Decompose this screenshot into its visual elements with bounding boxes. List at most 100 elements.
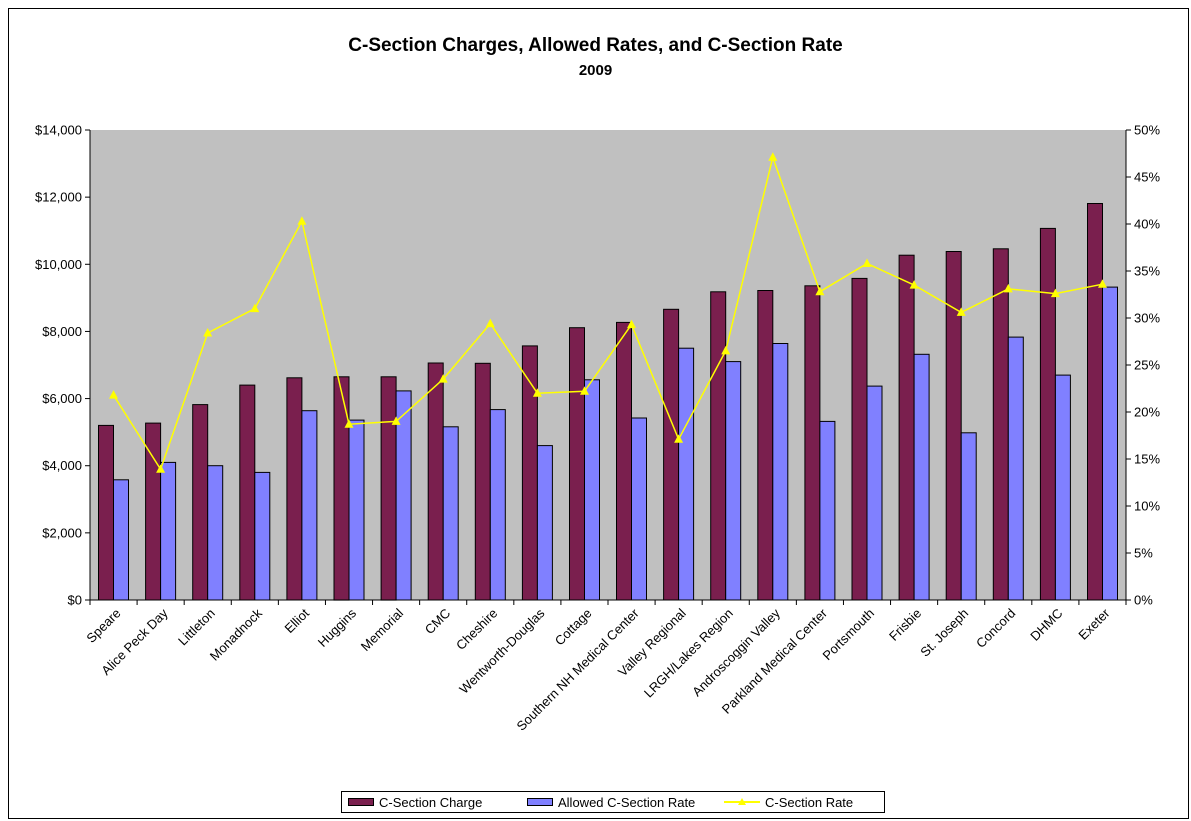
x-tick-label: Frisbie [886, 606, 924, 644]
x-tick-label: Portsmouth [820, 606, 878, 664]
rate-point [532, 388, 542, 397]
y-left-tick-label: $8,000 [42, 324, 82, 339]
x-tick-label: Cottage [552, 606, 595, 649]
bar-charge [380, 376, 397, 601]
bar-allowed [1007, 336, 1024, 601]
bar-allowed [678, 347, 695, 601]
x-tick-label: LRGH/Lakes Region [641, 606, 736, 701]
chart-subtitle: 2009 [578, 62, 613, 79]
x-tick-label: DHMC [1027, 606, 1065, 644]
y-right-tick-label: 45% [1134, 170, 1160, 185]
bar-allowed [772, 343, 789, 601]
bar-allowed [913, 353, 930, 601]
rate-point [674, 434, 684, 443]
y-left-tick-label: $4,000 [42, 458, 82, 473]
x-tick-label: Elliot [281, 605, 312, 636]
rate-point [297, 216, 307, 225]
legend-item-allowed: Allowed C-Section Rate [527, 792, 695, 812]
y-right-tick-label: 15% [1134, 452, 1160, 467]
y-left-tick-label: $0 [68, 593, 82, 608]
bar-charge [192, 404, 209, 601]
legend-item-rate: C-Section Rate [724, 792, 853, 812]
x-tick-label: Cheshire [453, 606, 500, 653]
rate-point [1098, 279, 1107, 288]
y-right-tick-label: 5% [1134, 546, 1153, 561]
x-tick-label: Speare [83, 606, 123, 646]
y-right-tick-label: 0% [1134, 593, 1153, 608]
bar-charge [945, 251, 962, 601]
rate-point [627, 319, 636, 329]
bar-charge [663, 308, 680, 601]
legend-label-rate: C-Section Rate [765, 794, 854, 810]
legend-label-charge: C-Section Charge [379, 794, 483, 810]
rate-point [250, 303, 260, 313]
legend: C-Section Charge Allowed C-Section Rate … [341, 791, 885, 813]
bar-charge [333, 376, 350, 601]
x-tick-label: Concord [973, 606, 1018, 651]
rate-point [344, 419, 354, 428]
bar-charge [710, 291, 727, 601]
bar-allowed [819, 420, 836, 601]
rate-point [768, 152, 778, 161]
rate-point [909, 280, 919, 289]
legend-item-charge: C-Section Charge [348, 792, 482, 812]
rate-point [109, 390, 118, 399]
x-tick-label: Huggins [315, 605, 360, 650]
rate-point [580, 386, 589, 395]
y-left-tick-label: $6,000 [42, 391, 82, 406]
legend-label-allowed: Allowed C-Section Rate [558, 794, 696, 810]
bar-allowed [207, 465, 224, 601]
rate-point [815, 286, 825, 296]
y-left-tick-label: $2,000 [42, 525, 82, 540]
y-right-tick-label: 30% [1134, 311, 1160, 326]
bar-allowed [348, 419, 365, 601]
y-right-tick-label: 40% [1134, 217, 1160, 232]
bar-charge [98, 424, 114, 601]
bar-allowed [1054, 374, 1071, 601]
bar-charge [898, 254, 915, 601]
bar-allowed [631, 417, 647, 601]
bar-allowed [960, 432, 977, 601]
bar-charge [804, 285, 821, 601]
rate-point [1050, 288, 1060, 298]
bar-allowed [725, 361, 742, 601]
rate-line [112, 154, 1103, 472]
bar-charge [992, 248, 1009, 601]
bar-charge [851, 277, 868, 601]
x-tick-label: Littleton [175, 606, 218, 649]
x-tick-label: CMC [422, 606, 454, 638]
bar-charge [1039, 227, 1056, 601]
bar-allowed [489, 409, 506, 601]
rate-point [391, 416, 401, 425]
bar-allowed [584, 379, 600, 601]
bar-charge [427, 362, 444, 601]
rate-point [721, 345, 731, 355]
bar-charge [521, 345, 538, 601]
y-left-tick-label: $12,000 [35, 190, 82, 205]
legend-swatch-allowed [527, 798, 553, 806]
y-left-tick-label: $14,000 [35, 123, 82, 138]
rate-point [485, 318, 495, 328]
y-right-tick-label: 35% [1134, 264, 1160, 279]
x-tick-label: Memorial [358, 605, 406, 653]
x-tick-label: St. Joseph [917, 606, 971, 660]
rate-point [862, 258, 872, 267]
rate-point [156, 464, 166, 473]
bar-allowed [1102, 286, 1118, 601]
chart-title: C-Section Charges, Allowed Rates, and C-… [348, 35, 843, 56]
bar-allowed [866, 385, 883, 601]
y-right-tick-label: 50% [1134, 123, 1160, 138]
bar-allowed [301, 410, 318, 601]
rate-point [1003, 283, 1013, 293]
bar-charge [1087, 203, 1103, 601]
bar-allowed [254, 471, 271, 601]
rate-point [956, 307, 966, 316]
rate-point [438, 374, 448, 383]
bar-allowed [536, 445, 553, 601]
bar-charge [616, 321, 632, 601]
bar-charge [474, 362, 491, 601]
y-left-tick-label: $10,000 [35, 257, 82, 272]
x-tick-label: Wentworth-Douglas [456, 605, 548, 697]
y-right-tick-label: 25% [1134, 358, 1160, 373]
